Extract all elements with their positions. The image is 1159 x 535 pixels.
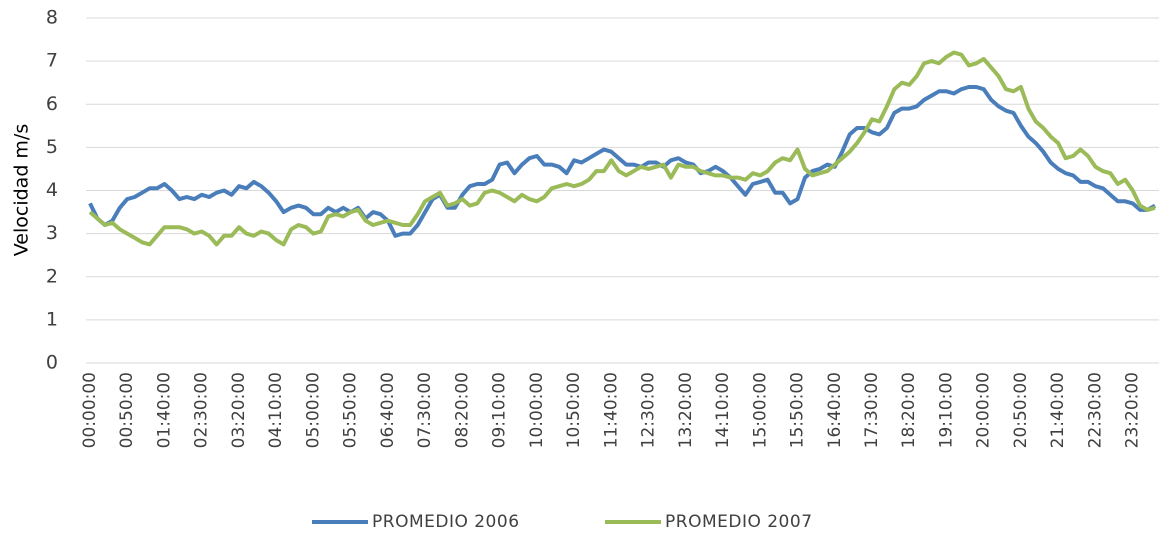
x-tick-label: 06:40:00 bbox=[378, 372, 398, 448]
x-tick-label: 21:40:00 bbox=[1048, 372, 1068, 448]
x-tick-label: 10:00:00 bbox=[527, 372, 547, 448]
line-series bbox=[88, 85, 1157, 238]
y-tick-label: 7 bbox=[46, 50, 58, 72]
x-tick-label: 08:20:00 bbox=[452, 372, 472, 448]
x-tick-label: 04:10:00 bbox=[266, 372, 286, 448]
x-tick-label: 00:00:00 bbox=[80, 372, 100, 448]
x-tick-label: 02:30:00 bbox=[192, 372, 212, 448]
x-tick-label: 12:30:00 bbox=[639, 372, 659, 448]
x-tick-label: 05:00:00 bbox=[303, 372, 323, 448]
x-tick-label: 03:20:00 bbox=[229, 372, 249, 448]
x-tick-label: 01:40:00 bbox=[154, 372, 174, 448]
x-tick-label: 19:10:00 bbox=[936, 372, 956, 448]
x-tick-label: 22:30:00 bbox=[1085, 372, 1105, 448]
x-tick-label: 18:20:00 bbox=[899, 372, 919, 448]
y-tick-label: 8 bbox=[46, 7, 58, 29]
x-tick-label: 13:20:00 bbox=[676, 372, 696, 448]
x-tick-label: 15:00:00 bbox=[750, 372, 770, 448]
x-tick-label: 20:50:00 bbox=[1011, 372, 1031, 448]
y-tick-label: 0 bbox=[46, 352, 58, 374]
y-tick-label: 2 bbox=[46, 265, 58, 287]
y-tick-label: 5 bbox=[46, 136, 58, 158]
x-tick-label: 10:50:00 bbox=[564, 372, 584, 448]
line-series bbox=[88, 50, 1156, 247]
x-tick-label: 17:30:00 bbox=[862, 372, 882, 448]
x-tick-label: 00:50:00 bbox=[117, 372, 137, 448]
y-axis-label: Velocidad m/s bbox=[11, 124, 33, 256]
legend-label: PROMEDIO 2006 bbox=[372, 512, 520, 532]
y-tick-label: 3 bbox=[46, 222, 58, 244]
y-tick-label: 4 bbox=[46, 179, 58, 201]
x-tick-label: 11:40:00 bbox=[601, 372, 621, 448]
y-tick-label: 6 bbox=[46, 93, 58, 115]
legend-label: PROMEDIO 2007 bbox=[665, 512, 813, 532]
x-tick-label: 14:10:00 bbox=[713, 372, 733, 448]
x-tick-label: 09:10:00 bbox=[490, 372, 510, 448]
x-tick-label: 15:50:00 bbox=[788, 372, 808, 448]
x-tick-label: 05:50:00 bbox=[341, 372, 361, 448]
y-tick-label: 1 bbox=[46, 308, 58, 330]
x-tick-label: 07:30:00 bbox=[415, 372, 435, 448]
x-tick-label: 23:20:00 bbox=[1123, 372, 1143, 448]
x-tick-label: 20:00:00 bbox=[974, 372, 994, 448]
x-tick-label: 16:40:00 bbox=[825, 372, 845, 448]
